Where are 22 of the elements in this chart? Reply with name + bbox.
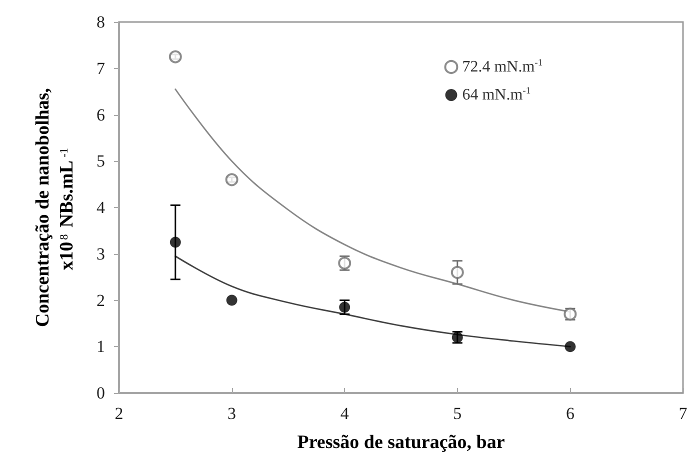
y-tick-label: 7 bbox=[96, 58, 106, 78]
y-tick-label: 0 bbox=[96, 384, 105, 402]
y-tick-label: 4 bbox=[96, 198, 106, 217]
y-tick-label: 2 bbox=[96, 290, 105, 310]
y-tick-label: 1 bbox=[96, 337, 105, 356]
x-tick-label: 4 bbox=[340, 404, 350, 423]
x-tick-label: 2 bbox=[114, 404, 124, 423]
y-tick-label: 5 bbox=[96, 152, 105, 171]
x-tick-label: 3 bbox=[228, 404, 236, 423]
x-axis-title: Pressão de saturação, bar bbox=[297, 432, 506, 453]
x-tick-label: 6 bbox=[566, 404, 574, 423]
point bbox=[168, 50, 182, 64]
y-tick-label: 8 bbox=[96, 12, 105, 32]
x-tick-label: 5 bbox=[453, 404, 462, 423]
point bbox=[170, 236, 181, 248]
point bbox=[225, 173, 238, 186]
point bbox=[450, 266, 464, 279]
x-tick-label: 7 bbox=[678, 404, 688, 423]
point bbox=[564, 341, 576, 352]
y-tick-label: 3 bbox=[96, 244, 105, 264]
y-tick-label: 6 bbox=[96, 105, 105, 124]
point bbox=[226, 294, 238, 306]
